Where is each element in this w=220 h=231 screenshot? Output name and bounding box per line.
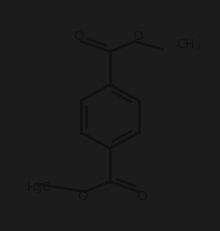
Text: H$_3$C: H$_3$C bbox=[26, 181, 51, 196]
Text: O: O bbox=[132, 30, 143, 43]
Text: CH$_3$: CH$_3$ bbox=[176, 38, 201, 53]
Text: O: O bbox=[136, 190, 147, 204]
Text: O: O bbox=[77, 190, 88, 204]
Text: O: O bbox=[73, 30, 84, 43]
